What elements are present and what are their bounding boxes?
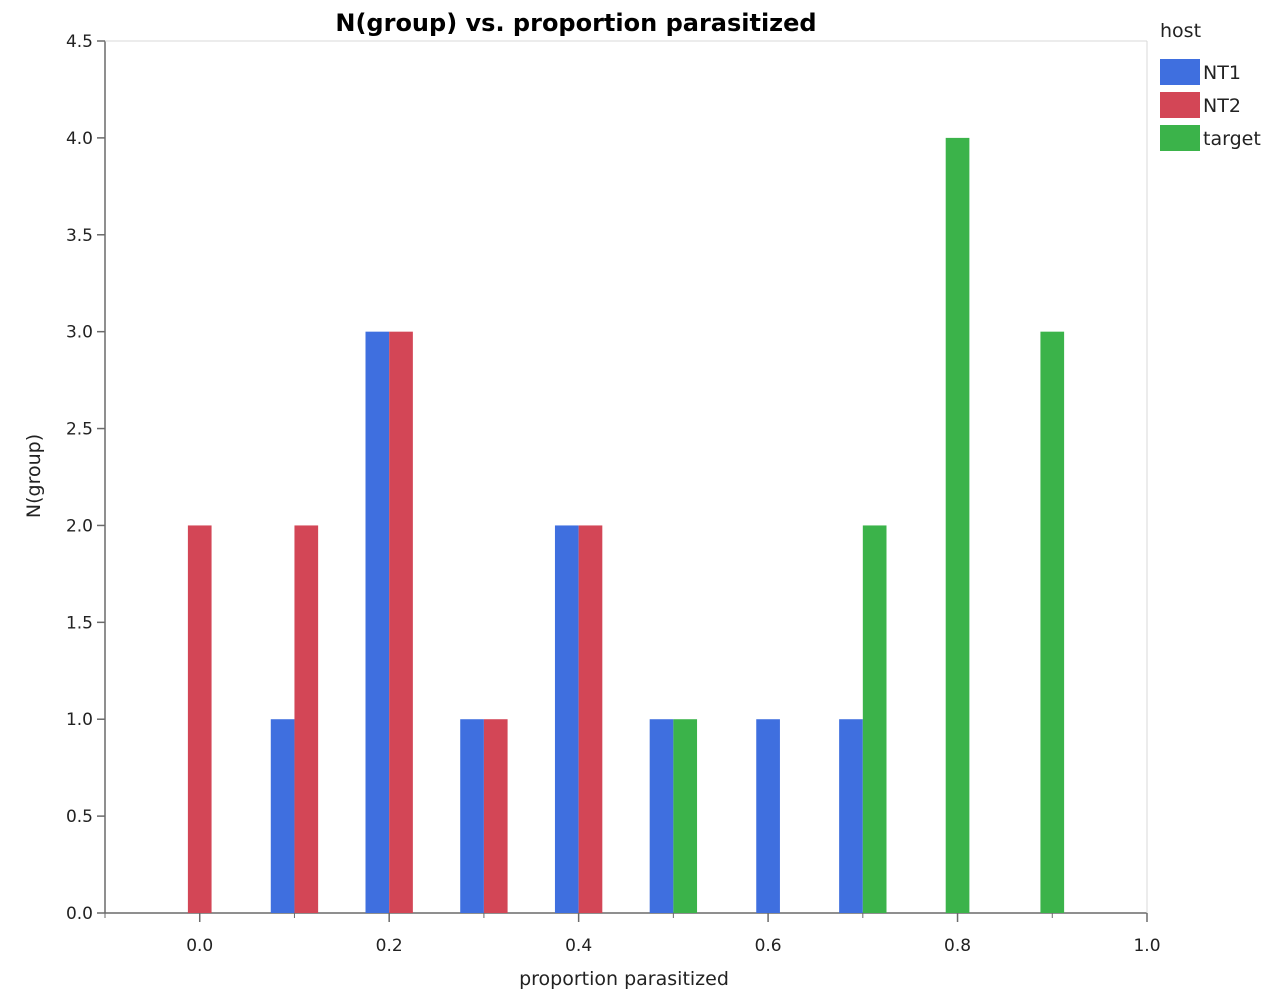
bar-nt1 [270,719,295,913]
y-tick-label: 1.0 [66,710,93,730]
x-tick-label: 0.2 [376,936,403,956]
legend-swatch-nt2 [1160,92,1200,118]
bar-nt1 [554,525,579,913]
x-tick-label: 1.0 [1133,936,1160,956]
bar-target [1040,331,1065,914]
y-tick-label: 4.5 [66,32,93,52]
y-tick-label: 0.0 [66,904,93,924]
legend-label-target: target [1203,128,1261,150]
bar-nt1 [365,331,390,914]
legend-label-nt2: NT2 [1203,95,1241,117]
x-axis-label: proportion parasitized [519,968,729,990]
bar-nt1 [839,719,863,913]
bar-nt2 [294,525,319,913]
bar-nt2 [187,525,212,913]
bar-nt2 [483,719,508,913]
x-tick-label: 0.0 [186,936,213,956]
y-tick-label: 1.5 [66,613,93,633]
y-tick-label: 2.5 [66,420,93,440]
bar-nt2 [389,331,413,914]
y-tick-label: 3.0 [66,323,93,343]
y-tick-label: 0.5 [66,807,93,827]
x-tick-label: 0.6 [755,936,782,956]
legend-title: host [1160,20,1201,42]
legend-swatch-target [1160,125,1200,151]
bar-target [862,525,887,913]
bar-target [673,719,698,913]
y-tick-label: 4.0 [66,129,93,149]
bar-target [945,137,970,913]
legend: NT1 NT2 target [1160,59,1261,151]
bar-nt1 [756,719,780,913]
y-tick-label: 3.5 [66,226,93,246]
legend-label-nt1: NT1 [1203,62,1241,84]
x-tick-label: 0.4 [565,936,592,956]
bar-nt2 [578,525,603,913]
bar-nt1 [649,719,674,913]
y-tick-label: 2.0 [66,516,93,536]
legend-swatch-nt1 [1160,59,1200,85]
bar-nt1 [460,719,484,913]
y-axis-label: N(group) [23,434,45,518]
plot-area: 0.0 0.5 1.0 1.5 2.0 2.5 3.0 3.5 4.0 4.5 0.0 0.2 0.4 0… [66,32,1161,956]
chart-title: N(group) vs. proportion parasitized [335,9,816,37]
x-tick-label: 0.8 [944,936,971,956]
